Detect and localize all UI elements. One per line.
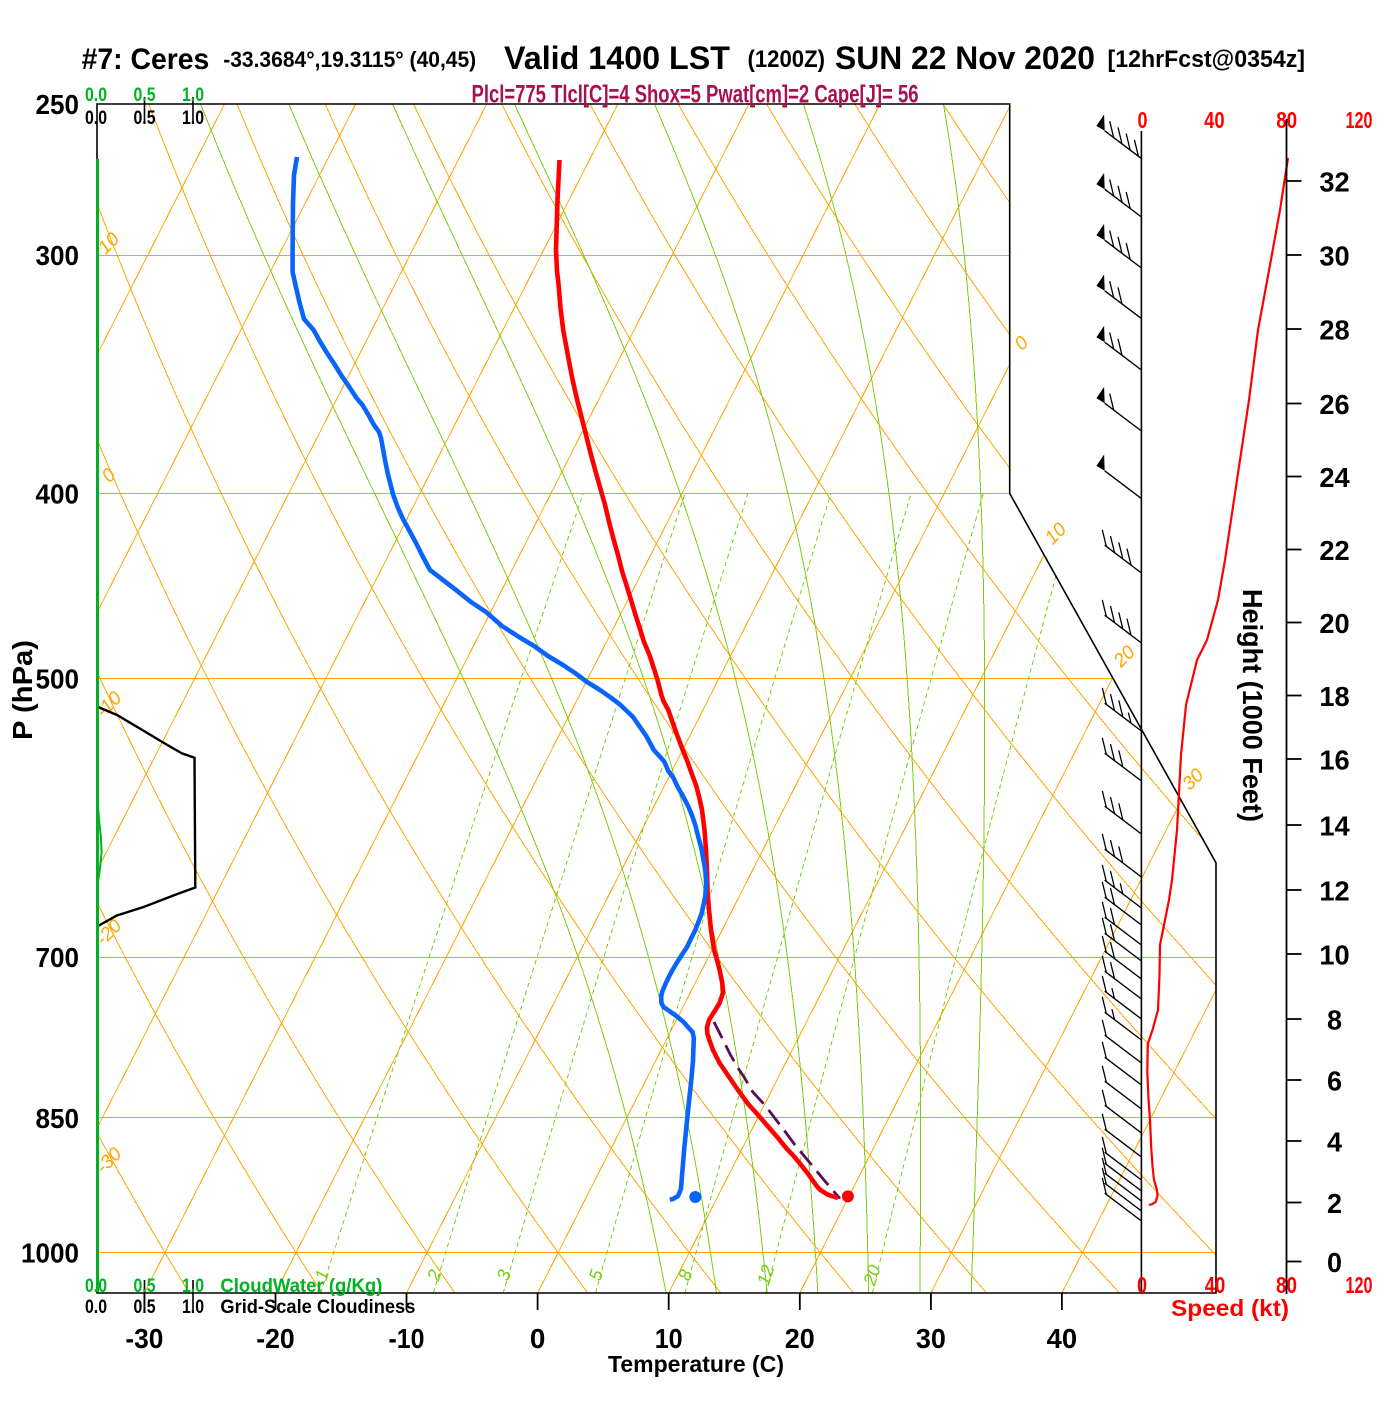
svg-text:10: 10 bbox=[1319, 940, 1349, 971]
svg-text:0.0: 0.0 bbox=[85, 84, 107, 106]
svg-text:#7: Ceres: #7: Ceres bbox=[82, 43, 210, 76]
svg-text:14: 14 bbox=[1319, 811, 1350, 842]
svg-text:0: 0 bbox=[1138, 107, 1148, 133]
svg-text:26: 26 bbox=[1319, 389, 1349, 420]
svg-text:Temperature (C): Temperature (C) bbox=[608, 1351, 784, 1377]
svg-text:250: 250 bbox=[36, 89, 80, 120]
svg-text:20: 20 bbox=[1319, 608, 1349, 639]
svg-text:0.5: 0.5 bbox=[134, 1296, 156, 1318]
svg-text:CloudWater (g/Kg): CloudWater (g/Kg) bbox=[220, 1275, 382, 1297]
svg-text:-10: -10 bbox=[389, 1323, 425, 1354]
svg-text:120: 120 bbox=[1346, 107, 1373, 133]
svg-text:0.0: 0.0 bbox=[85, 1296, 107, 1318]
svg-text:1.0: 1.0 bbox=[182, 1296, 204, 1318]
svg-text:[12hrFcst@0354z]: [12hrFcst@0354z] bbox=[1108, 46, 1306, 73]
svg-text:40: 40 bbox=[1047, 1323, 1078, 1354]
svg-text:20: 20 bbox=[785, 1323, 815, 1354]
svg-text:30: 30 bbox=[1319, 241, 1349, 272]
svg-text:Plcl=775 Tlcl[C]=4 Shox=5 Pwat: Plcl=775 Tlcl[C]=4 Shox=5 Pwat[cm]=2 Cap… bbox=[472, 81, 919, 109]
svg-text:1.0: 1.0 bbox=[182, 107, 204, 129]
svg-text:Speed (kt): Speed (kt) bbox=[1171, 1295, 1289, 1321]
svg-text:0.0: 0.0 bbox=[85, 107, 107, 129]
svg-text:0.5: 0.5 bbox=[134, 107, 156, 129]
svg-text:1.0: 1.0 bbox=[182, 84, 204, 106]
svg-text:1000: 1000 bbox=[21, 1238, 79, 1269]
svg-text:40: 40 bbox=[1205, 1272, 1226, 1298]
svg-text:-20: -20 bbox=[256, 1323, 295, 1354]
svg-text:120: 120 bbox=[1346, 1272, 1373, 1298]
svg-text:850: 850 bbox=[36, 1103, 80, 1134]
svg-text:8: 8 bbox=[1327, 1005, 1342, 1036]
svg-text:32: 32 bbox=[1319, 167, 1349, 198]
svg-text:Grid-Scale Cloudiness: Grid-Scale Cloudiness bbox=[220, 1296, 415, 1318]
svg-text:0: 0 bbox=[1327, 1247, 1342, 1278]
svg-text:0.5: 0.5 bbox=[134, 1275, 156, 1297]
svg-text:24: 24 bbox=[1319, 462, 1350, 493]
svg-text:SUN 22 Nov 2020: SUN 22 Nov 2020 bbox=[835, 40, 1095, 76]
svg-text:1.0: 1.0 bbox=[182, 1275, 204, 1297]
svg-text:Height (1000 Feet): Height (1000 Feet) bbox=[1237, 589, 1268, 822]
svg-text:-33.3684°,19.3115° (40,45): -33.3684°,19.3115° (40,45) bbox=[223, 47, 476, 72]
svg-text:P (hPa): P (hPa) bbox=[7, 640, 38, 740]
svg-text:30: 30 bbox=[916, 1323, 946, 1354]
svg-text:4: 4 bbox=[1327, 1127, 1342, 1158]
svg-text:(1200Z): (1200Z) bbox=[748, 46, 826, 73]
svg-text:500: 500 bbox=[36, 663, 80, 694]
svg-text:0: 0 bbox=[1137, 1272, 1147, 1298]
svg-text:400: 400 bbox=[36, 478, 80, 509]
svg-text:0.0: 0.0 bbox=[85, 1275, 107, 1297]
svg-text:40: 40 bbox=[1204, 107, 1225, 133]
svg-text:300: 300 bbox=[36, 240, 80, 271]
svg-text:10: 10 bbox=[655, 1323, 683, 1354]
svg-text:700: 700 bbox=[36, 942, 80, 973]
svg-text:16: 16 bbox=[1319, 745, 1349, 776]
svg-text:22: 22 bbox=[1319, 535, 1349, 566]
svg-text:0: 0 bbox=[530, 1323, 546, 1354]
svg-text:Valid 1400 LST: Valid 1400 LST bbox=[504, 40, 730, 76]
svg-text:6: 6 bbox=[1327, 1066, 1342, 1097]
svg-text:18: 18 bbox=[1319, 681, 1349, 712]
svg-text:2: 2 bbox=[1327, 1188, 1342, 1219]
svg-text:-30: -30 bbox=[125, 1323, 163, 1354]
svg-text:0.5: 0.5 bbox=[134, 84, 156, 106]
svg-text:12: 12 bbox=[1319, 876, 1349, 907]
svg-text:28: 28 bbox=[1319, 315, 1349, 346]
